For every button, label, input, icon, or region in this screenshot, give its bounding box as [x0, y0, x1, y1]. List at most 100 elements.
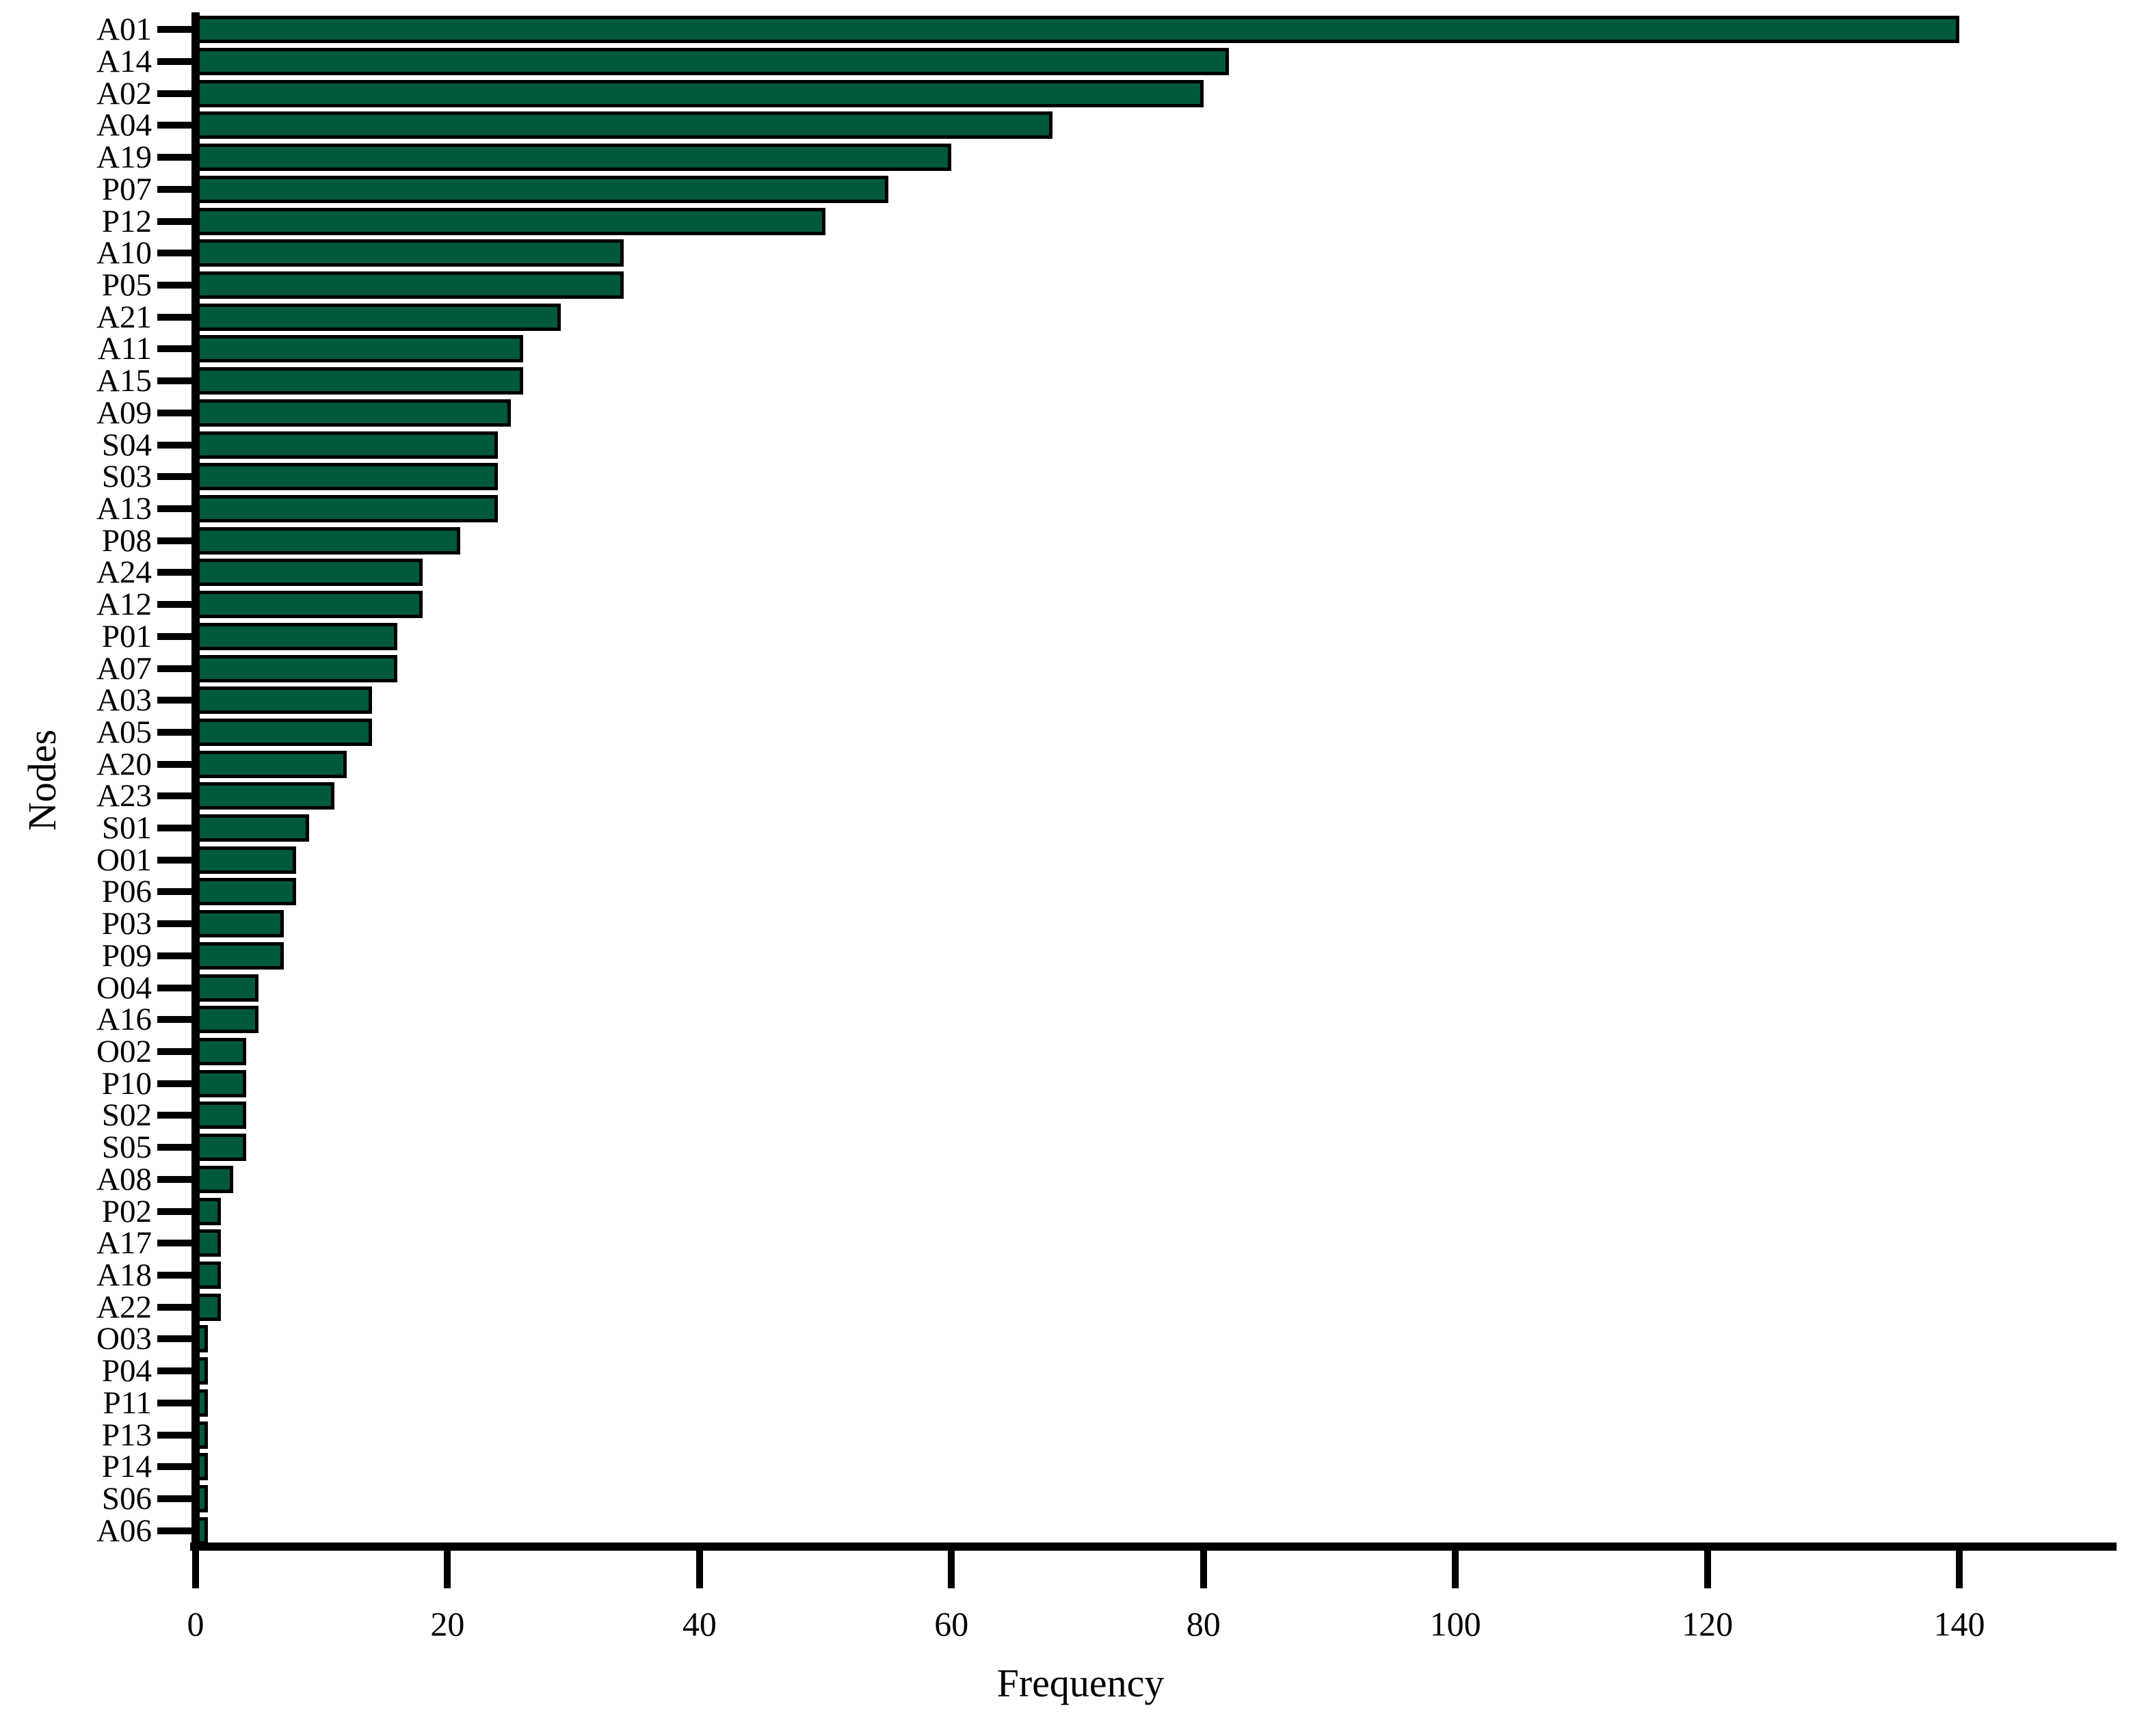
y-tick: [157, 473, 195, 481]
y-tick: [157, 856, 195, 864]
y-tick: [157, 888, 195, 896]
y-tick: [157, 760, 195, 768]
category-label: A22: [96, 1289, 152, 1325]
bar: [196, 335, 523, 363]
category-label: A17: [96, 1225, 152, 1261]
y-tick: [157, 122, 195, 129]
bar: [196, 910, 284, 938]
category-label: A24: [96, 555, 152, 591]
y-tick: [157, 1303, 195, 1311]
bar: [196, 144, 952, 172]
x-tick: [1704, 1551, 1711, 1588]
category-label: P14: [101, 1449, 152, 1485]
bar: [196, 239, 624, 267]
category-label: P05: [101, 267, 152, 304]
y-tick: [157, 1367, 195, 1375]
bar: [196, 1038, 246, 1066]
bar: [196, 974, 259, 1002]
x-tick-label: 80: [1186, 1605, 1221, 1643]
y-tick: [157, 1112, 195, 1119]
y-tick: [157, 1240, 195, 1247]
y-tick: [157, 1495, 195, 1502]
x-tick-label: 100: [1429, 1605, 1481, 1643]
category-label: S03: [101, 459, 152, 495]
category-label: P12: [101, 203, 152, 239]
category-label: S06: [101, 1480, 152, 1517]
y-tick: [157, 1144, 195, 1151]
y-tick: [157, 1463, 195, 1471]
bar: [196, 463, 499, 491]
x-tick: [444, 1551, 451, 1588]
y-tick: [157, 1080, 195, 1087]
bar: [196, 367, 523, 395]
bar: [196, 399, 511, 427]
bar: [196, 654, 397, 682]
y-tick: [157, 1431, 195, 1439]
y-tick: [157, 154, 195, 161]
bar: [196, 942, 284, 970]
category-label: S02: [101, 1097, 152, 1134]
bar: [196, 878, 297, 906]
x-axis-line: [190, 1543, 2117, 1551]
category-label: P06: [101, 874, 152, 910]
category-label: A05: [96, 714, 152, 750]
x-axis-title: Frequency: [996, 1661, 1165, 1705]
x-tick-label: 40: [682, 1605, 717, 1643]
bar: [196, 1229, 221, 1257]
bar: [196, 686, 372, 715]
y-tick: [157, 1399, 195, 1406]
y-tick: [157, 601, 195, 609]
y-tick: [157, 90, 195, 97]
bar: [196, 494, 499, 522]
category-label: A20: [96, 746, 152, 782]
bar: [196, 207, 826, 235]
category-label: O04: [96, 970, 152, 1006]
y-tick: [157, 632, 195, 640]
bar: [196, 79, 1204, 107]
y-tick: [157, 792, 195, 800]
category-label: A12: [96, 587, 152, 623]
category-label: S04: [101, 427, 152, 463]
x-tick-label: 120: [1682, 1605, 1734, 1643]
y-tick: [157, 1048, 195, 1056]
y-tick: [157, 26, 195, 34]
bar: [196, 846, 297, 874]
x-tick: [695, 1551, 703, 1588]
y-tick: [157, 537, 195, 544]
category-label: P11: [103, 1385, 152, 1421]
bar: [196, 1101, 246, 1130]
bar: [196, 559, 423, 587]
x-tick-label: 60: [934, 1605, 969, 1643]
bar: [196, 526, 460, 555]
y-tick: [157, 505, 195, 512]
category-label: A08: [96, 1161, 152, 1197]
bar: [196, 175, 889, 203]
category-label: O03: [96, 1321, 152, 1357]
x-tick: [1200, 1551, 1207, 1588]
y-tick: [157, 1271, 195, 1279]
bar: [196, 1134, 246, 1162]
y-tick: [157, 1527, 195, 1534]
y-tick: [157, 217, 195, 225]
x-tick: [948, 1551, 955, 1588]
bar: [196, 1069, 246, 1097]
category-label: A14: [96, 44, 152, 80]
x-tick-label: 20: [430, 1605, 465, 1643]
y-tick: [157, 920, 195, 928]
y-tick: [157, 282, 195, 289]
category-label: A06: [96, 1512, 152, 1549]
y-tick: [157, 984, 195, 991]
bar: [196, 431, 499, 459]
bar: [196, 750, 347, 778]
y-tick: [157, 250, 195, 257]
y-tick: [157, 345, 195, 353]
bar: [196, 1293, 221, 1321]
category-label: A23: [96, 778, 152, 814]
category-label: A11: [97, 331, 152, 367]
y-tick: [157, 185, 195, 193]
bar: [196, 718, 372, 746]
category-label: P01: [101, 618, 152, 654]
category-label: P10: [101, 1065, 152, 1101]
category-label: O02: [96, 1034, 152, 1070]
